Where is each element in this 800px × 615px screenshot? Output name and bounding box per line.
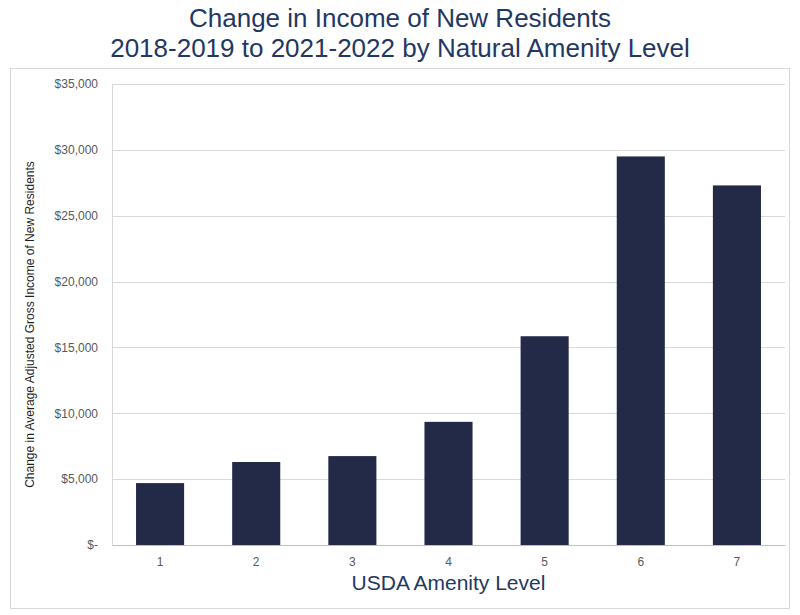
bar xyxy=(521,336,569,545)
y-tick-label: $- xyxy=(87,538,98,552)
y-tick-label: $30,000 xyxy=(55,143,99,157)
x-tick-label: 3 xyxy=(349,555,356,569)
y-tick: $35,000 xyxy=(55,77,112,91)
grid-line xyxy=(112,282,785,283)
title-line: 2018-2019 to 2021-2022 by Natural Amenit… xyxy=(110,33,690,63)
x-tick: 7 xyxy=(734,545,741,569)
bar xyxy=(232,462,280,545)
x-tick-label: 7 xyxy=(734,555,741,569)
y-tick: $10,000 xyxy=(55,407,112,421)
title: Change in Income of New Residents2018-20… xyxy=(110,3,690,63)
chart: Change in Income of New Residents2018-20… xyxy=(0,0,800,615)
bar xyxy=(713,185,761,545)
y-tick-label: $25,000 xyxy=(55,209,99,223)
title-line: Change in Income of New Residents xyxy=(189,3,611,33)
y-tick: $25,000 xyxy=(55,209,112,223)
grid-line xyxy=(112,150,785,151)
x-tick-label: 4 xyxy=(445,555,452,569)
x-tick: 5 xyxy=(541,545,548,569)
y-tick: $20,000 xyxy=(55,275,112,289)
bar xyxy=(328,456,376,545)
x-tick-label: 2 xyxy=(253,555,260,569)
bars xyxy=(136,156,761,545)
x-tick: 2 xyxy=(253,545,260,569)
x-axis: 1 2 3 4 5 6 7 xyxy=(113,545,786,569)
y-tick-label: $20,000 xyxy=(55,275,99,289)
x-tick-label: 5 xyxy=(541,555,548,569)
grid-line xyxy=(112,413,785,414)
x-tick-label: 1 xyxy=(157,555,164,569)
grid xyxy=(112,85,785,546)
y-tick-label: $10,000 xyxy=(55,407,99,421)
x-tick: 6 xyxy=(637,545,644,569)
bar xyxy=(617,156,665,545)
x-tick: 4 xyxy=(445,545,452,569)
y-tick-label: $5,000 xyxy=(61,472,98,486)
y-tick: $5,000 xyxy=(61,472,112,486)
y-tick: $- xyxy=(87,538,112,552)
x-tick: 1 xyxy=(157,545,164,569)
y-tick-label: $35,000 xyxy=(55,77,99,91)
y-axis: $- $5,000 $10,000 $15,000 $20,000 $25,000 $30,… xyxy=(55,77,113,552)
y-tick: $15,000 xyxy=(55,341,112,355)
x-axis-line xyxy=(113,545,786,546)
bar xyxy=(424,422,472,545)
bar xyxy=(136,483,184,545)
grid-line xyxy=(112,84,785,85)
x-tick-label: 6 xyxy=(637,555,644,569)
y-tick-label: $15,000 xyxy=(55,341,99,355)
grid-line xyxy=(112,347,785,348)
x-tick: 3 xyxy=(349,545,356,569)
chart-frame xyxy=(11,69,790,609)
y-axis-line xyxy=(112,85,113,546)
y-axis-title: Change in Average Adjusted Gross Income … xyxy=(23,161,37,488)
x-axis-title: USDA Amenity Level xyxy=(352,571,546,594)
grid-line xyxy=(112,216,785,217)
grid-line xyxy=(112,545,785,546)
y-tick: $30,000 xyxy=(55,143,112,157)
